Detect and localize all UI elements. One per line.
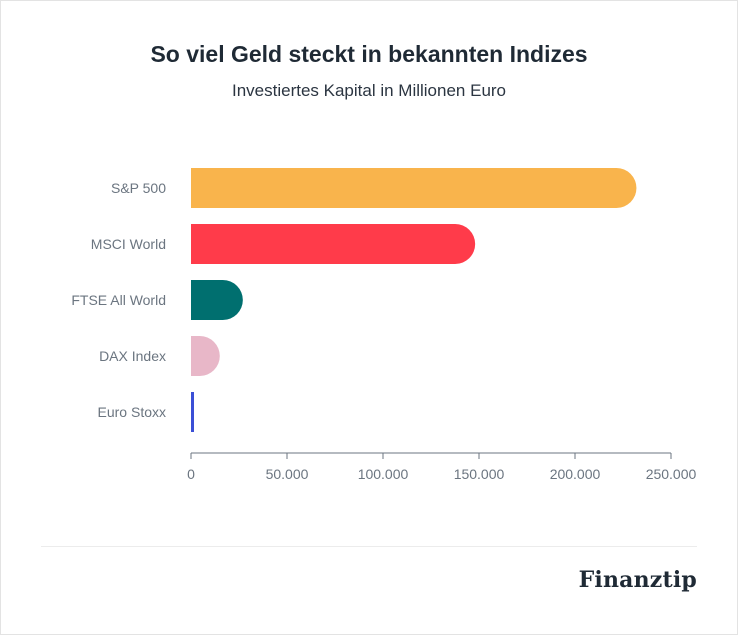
x-tick-label: 200.000 (550, 466, 601, 482)
bar-dax-index (191, 336, 220, 376)
x-tick-label: 150.000 (454, 466, 505, 482)
bar-chart: S&P 500 MSCI World FTSE All World DAX Index… (71, 168, 697, 482)
chart-subtitle: Investiertes Kapital in Millionen Euro (231, 81, 507, 100)
footer-divider (41, 546, 697, 547)
x-tick-label: 50.000 (266, 466, 309, 482)
category-label: DAX Index (99, 348, 166, 364)
bar-euro-stoxx (191, 392, 194, 432)
bar-s-p-500 (191, 168, 637, 208)
bar-ftse-all-world (191, 280, 243, 320)
x-tick-label: 0 (187, 466, 195, 482)
x-tick-label: 100.000 (358, 466, 409, 482)
x-tick-label: 250.000 (646, 466, 697, 482)
category-label: S&P 500 (111, 180, 166, 196)
category-label: MSCI World (91, 236, 166, 252)
finanztip-logo: Finanztip (578, 567, 697, 593)
chart-title: So viel Geld steckt in bekannten Indizes (150, 41, 588, 67)
bar-msci-world (191, 224, 476, 264)
category-label: FTSE All World (71, 292, 166, 308)
category-label: Euro Stoxx (98, 404, 166, 420)
